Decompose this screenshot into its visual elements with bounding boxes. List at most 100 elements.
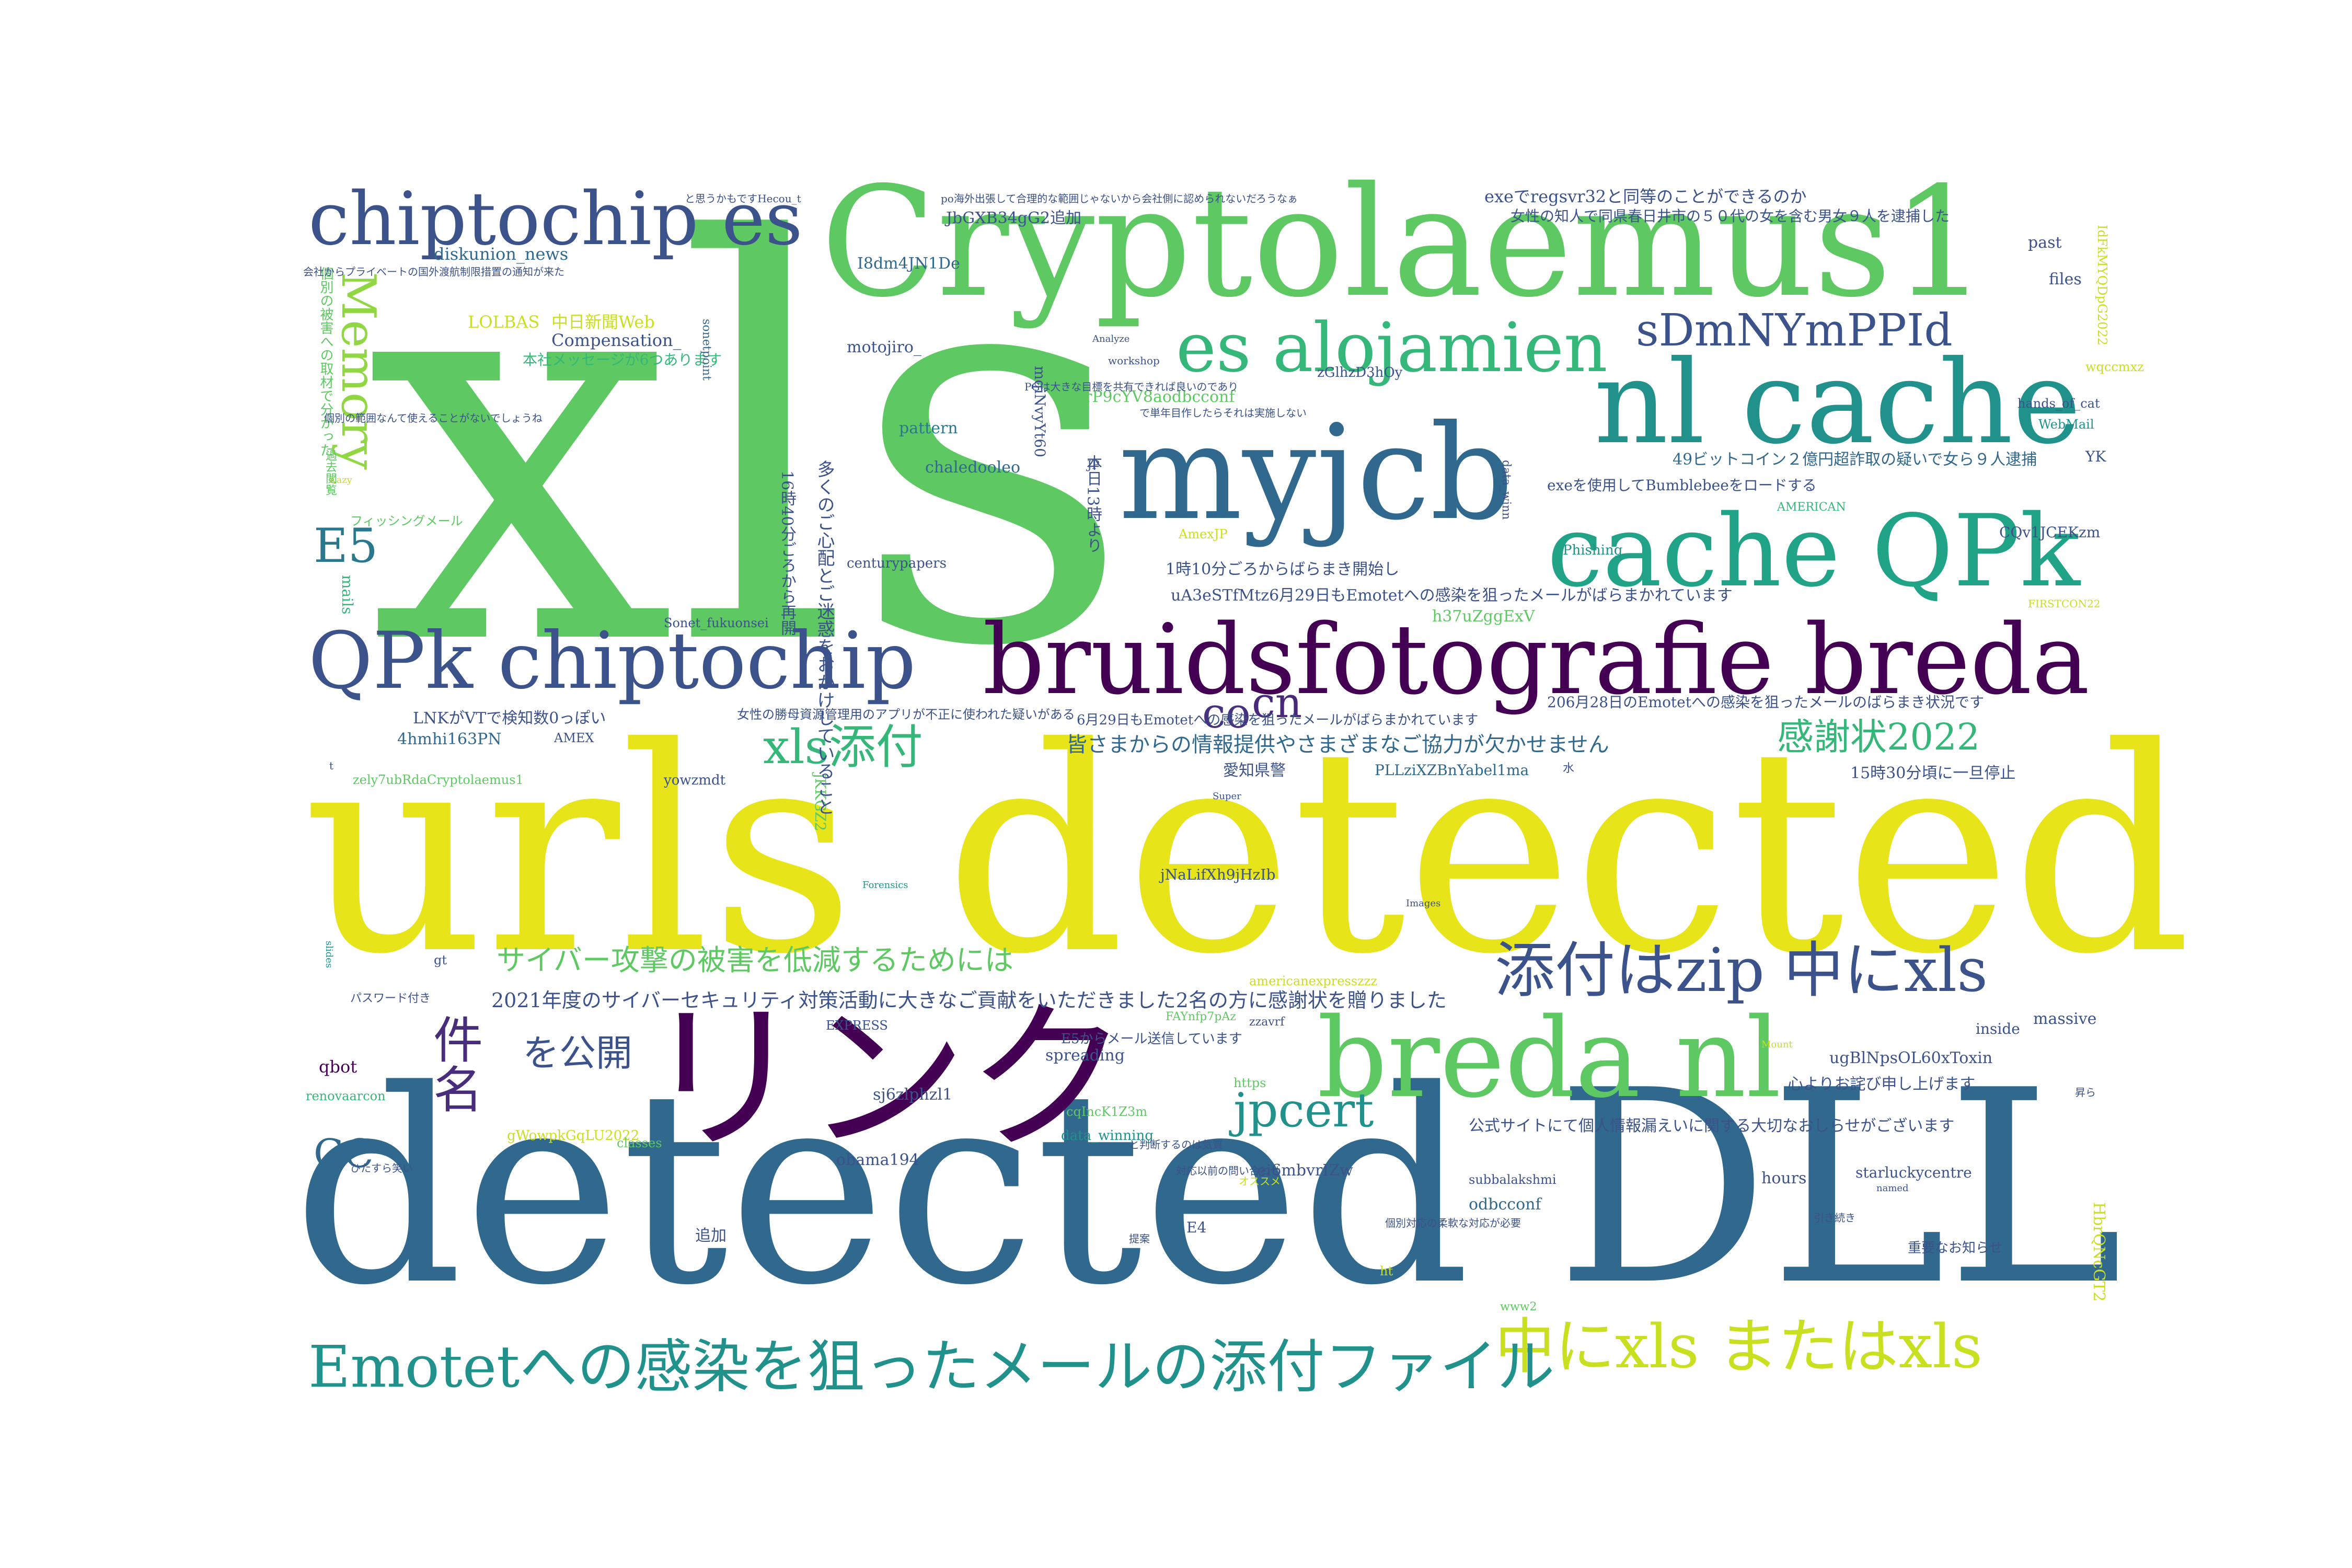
word-jp-91: 追加 (695, 1227, 727, 1245)
word-webmail-70: WebMail (2038, 417, 2094, 432)
word-american-62: AMERICAN (1777, 501, 1846, 514)
word-jp-138: 対応以前の問い合わせ (1176, 1165, 1281, 1177)
word-jp-129: 個別の被害への取材で分かった (318, 267, 333, 457)
word-centurypapers-60: centurypapers (847, 556, 947, 571)
word-jp-24: 件名 (425, 1014, 482, 1113)
word-urls-detected-1: urls detected (303, 688, 2192, 1016)
word-analyze-118: Analyze (1092, 333, 1130, 344)
word-compensation-35: Compensation_ (551, 330, 682, 350)
word-odbcconf-88: odbcconf (1469, 1195, 1541, 1214)
word-files-69: files (2049, 270, 2082, 289)
word-mqinvyyt60-72: mqiNvyYt60 (1031, 366, 1048, 457)
word-xls-21: xls添付 (763, 720, 923, 775)
word-h37uzggexv-59: h37uZggExV (1432, 607, 1535, 626)
word-e5-18: E5 (314, 518, 378, 573)
word-exe-bumblebee-43: exeを使用してBumblebeeをロードする (1547, 477, 1817, 494)
word-nl-cache-6: nl cache (1594, 336, 2081, 469)
word-hbrqncgt2-122: HbrQNcGT2 (2090, 1202, 2108, 1302)
word-cn-20: cn (1252, 678, 1302, 727)
word-jp-106: ひたすら笑い (350, 1162, 413, 1174)
word-memory-17: Memory (331, 272, 386, 470)
word-hecou-t-133: と思うかもですHecou_t (685, 192, 801, 205)
word-phishing-63: Phishing (1563, 543, 1623, 558)
word-data-winning-84: data_winning (1061, 1128, 1154, 1144)
word-mount-107: Mount (1761, 1039, 1793, 1050)
word-13-128: 本日13時より (1083, 455, 1102, 554)
word-zely7ubrdacryptolaemus1-55: zely7ubRdaCryptolaemus1 (353, 773, 524, 787)
word-jpcert-23: jpcert (1233, 1083, 1374, 1138)
word-jp-25: を公開 (523, 1032, 632, 1075)
word-https-100: https (1233, 1076, 1266, 1090)
word-zip-xls-14: 添付はzip 中にxls (1495, 936, 1988, 1006)
word-slides-110: slides (324, 941, 335, 969)
word-jp-136: で単年目作したらそれは実施しない (1139, 407, 1307, 419)
word-e5-79: E5からメール送信しています (1061, 1031, 1242, 1047)
word-wqccmxz-67: wqccmxz (2085, 360, 2144, 374)
word-jp-27: サイバー攻撃の被害を低減するためには (497, 943, 1013, 977)
word-16-40-127: 16時40分ごろから再開 (778, 470, 796, 636)
word-mails-115: mails (339, 575, 356, 615)
word-web-34: 中日新聞Web (551, 312, 655, 332)
word-faynfp7paz-103: FAYnfp7pAz (1166, 1010, 1236, 1023)
word-sonet-fukuonsei-58: Sonet_fukuonsei (664, 616, 769, 630)
word-jp-131: 個別の範囲なんて使えることがないでしょうね (324, 412, 543, 424)
word-jp-50: 女性の勝母資源管理用のアプリが不正に使われた疑いがある (737, 707, 1075, 722)
word-cc-26: CC (314, 1131, 374, 1177)
word-sdmnymppid-11: sDmNYmPPId (1636, 305, 1953, 356)
word-jp-52: 愛知県警 (1223, 762, 1286, 780)
word-sonetpoint-71: sonetpoint (700, 319, 713, 381)
word-motojiro-73: motojiro_ (847, 338, 921, 356)
word-6-36: 本社メッセージが6つあります (523, 351, 722, 368)
word-po-134: po海外出張して合理的な範囲じゃないから会社側に認められないだろうなぁ (941, 192, 1298, 205)
word-i8dm4jn1de-38: I8dm4JN1De (857, 255, 960, 273)
word-es-alojamien-10: es alojamien (1176, 308, 1608, 387)
word-1-10-44: 1時10分ごろからばらまき開始し (1166, 560, 1400, 579)
word-jkkgz2-114: jKKGZ2 (812, 774, 829, 832)
word-detected-dll-2: detected DLL (293, 1034, 2124, 1344)
word-jnalifxh9jhzib-54: jNaLifXh9jHzIb (1160, 866, 1276, 883)
word-classes-104: classes (617, 1136, 662, 1150)
word-images-108: Images (1406, 898, 1441, 909)
word-zzavrf-102: zzavrf (1249, 1016, 1285, 1029)
word-jp-144: 個別対応の柔軟な対応が必要 (1385, 1217, 1521, 1229)
word-ua3estfmtz6-29-emotet-45: uA3eSTfMtz6月29日もEmotetへの感染を狙ったメールがばらまかれて… (1171, 586, 1733, 605)
word-hours-89: hours (1761, 1169, 1807, 1187)
word-jp-143: 提案 (1129, 1232, 1150, 1245)
word-jp-12: リンク (643, 985, 1129, 1173)
word-idfkmyqdpg2022-124: IdFkMYQDpG2022 (2095, 225, 2109, 345)
word-www2-93: www2 (1500, 1300, 1537, 1313)
word-chiptochip-es-9: chiptochip es (308, 177, 803, 262)
word-named-121: named (1876, 1183, 1909, 1194)
word-firstcon22-123: FIRSTCON22 (2028, 597, 2101, 610)
word-yowzmdt-56: yowzmdt (664, 773, 726, 788)
word-t-112: t (329, 759, 334, 772)
word-breda-nl-13: breda nl (1317, 994, 1781, 1122)
word-jp-101: パスワード付き (350, 992, 431, 1005)
word-jp-142: オススメ (1239, 1175, 1281, 1187)
word-jp-132: 過去閲覧 (324, 449, 337, 495)
word-forensics-109: Forensics (862, 880, 908, 891)
word-jp-113: 水 (1563, 762, 1575, 775)
word-super-111: Super (1213, 791, 1241, 802)
word-2021-2-28: 2021年度のサイバーセキュリティ対策活動に大きなご貢献をいただきました2名の方… (491, 989, 1447, 1012)
word-xls-0: xls (366, 127, 1133, 766)
word-myjcb-5: myjcb (1119, 397, 1514, 549)
word-amexjp-61: AmexJP (1179, 527, 1228, 541)
word-cryptolaemus1-3: Cryptolaemus1 (821, 155, 1988, 331)
word-kazy-116: Kazy (329, 475, 352, 486)
word-express-98: EXPRESS (826, 1018, 888, 1033)
word-pg-135: PGは大きな目標を共有できれば良いのであり (1024, 381, 1239, 393)
word-jp-137: JP (1087, 459, 1100, 472)
word-4hmhi163pn-49: 4hmhi163PN (397, 730, 502, 748)
word-hands-of-cat-66: hands_of_cat (2017, 396, 2100, 411)
word-chaledooleo-41: chaledooleo (925, 458, 1021, 477)
word-lnk-vt-0-48: LNKがVTで検知数0っぽい (413, 709, 606, 728)
word-xls-xls-15: 中にxls またはxls (1495, 1312, 1982, 1382)
word-cqinck1z3m-83: cqIncK1Z3m (1066, 1104, 1148, 1119)
word-15-30-51: 15時30分頃に一旦停止 (1850, 764, 2016, 782)
word-diskunion-news-32: diskunion_news (434, 244, 569, 264)
word-gwowpkgqlu2022-97: gWowpkGqLU2022 (507, 1128, 640, 1144)
word-pllzixzbnyabel1ma-53: PLLziXZBnYabel1ma (1375, 762, 1529, 779)
word-qbot-95: qbot (319, 1057, 358, 1077)
